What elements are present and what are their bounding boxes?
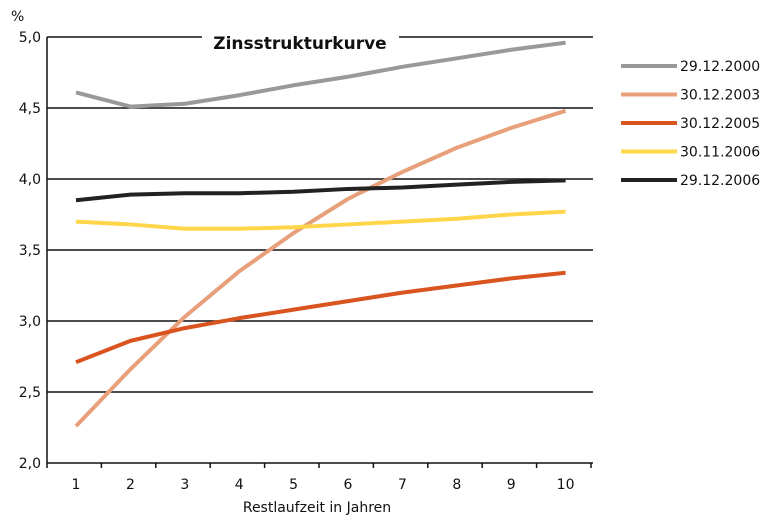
chart-title-background xyxy=(202,33,399,53)
y-tick-label: 3,5 xyxy=(19,243,41,259)
x-tick-label: 4 xyxy=(235,477,244,493)
x-tick-labels: 1 2 3 4 5 6 7 8 9 10 xyxy=(46,463,592,493)
y-tick-label: 5,0 xyxy=(19,30,41,46)
series-line xyxy=(75,40,566,109)
x-tick-label: 3 xyxy=(180,477,189,493)
series-lines xyxy=(74,40,567,428)
legend-label: 30.12.2003 xyxy=(680,88,760,104)
legend: 29.12.2000 30.12.2003 30.12.2005 30.11.2006… xyxy=(621,59,760,189)
legend-label: 29.12.2006 xyxy=(680,173,760,189)
x-tick-label: 5 xyxy=(289,477,298,493)
legend-label: 30.11.2006 xyxy=(680,145,760,161)
y-tick-label: 2,0 xyxy=(19,456,41,472)
y-axis-unit-label: % xyxy=(11,9,24,25)
series-line xyxy=(75,209,566,231)
y-tick-label: 4,0 xyxy=(19,172,41,188)
x-tick-label: 10 xyxy=(557,477,575,493)
series-line xyxy=(75,178,566,203)
x-tick-label: 6 xyxy=(344,477,353,493)
y-tick-label: 3,0 xyxy=(19,314,41,330)
chart-title: Zinsstrukturkurve xyxy=(213,34,386,54)
y-tick-labels: 2,0 2,5 3,0 3,5 4,0 4,5 5,0 xyxy=(19,30,41,472)
x-tick-label: 7 xyxy=(398,477,407,493)
y-tick-label: 2,5 xyxy=(19,385,41,401)
series-line xyxy=(75,270,566,365)
legend-label: 29.12.2000 xyxy=(680,59,760,75)
legend-label: 30.12.2005 xyxy=(680,116,760,132)
x-axis-title: Restlaufzeit in Jahren xyxy=(243,500,391,516)
x-tick-label: 1 xyxy=(72,477,81,493)
x-tick-label: 9 xyxy=(507,477,516,493)
y-tick-label: 4,5 xyxy=(19,101,41,117)
x-tick-label: 8 xyxy=(452,477,461,493)
series-line xyxy=(74,108,567,428)
x-tick-label: 2 xyxy=(126,477,135,493)
axes xyxy=(46,37,593,464)
